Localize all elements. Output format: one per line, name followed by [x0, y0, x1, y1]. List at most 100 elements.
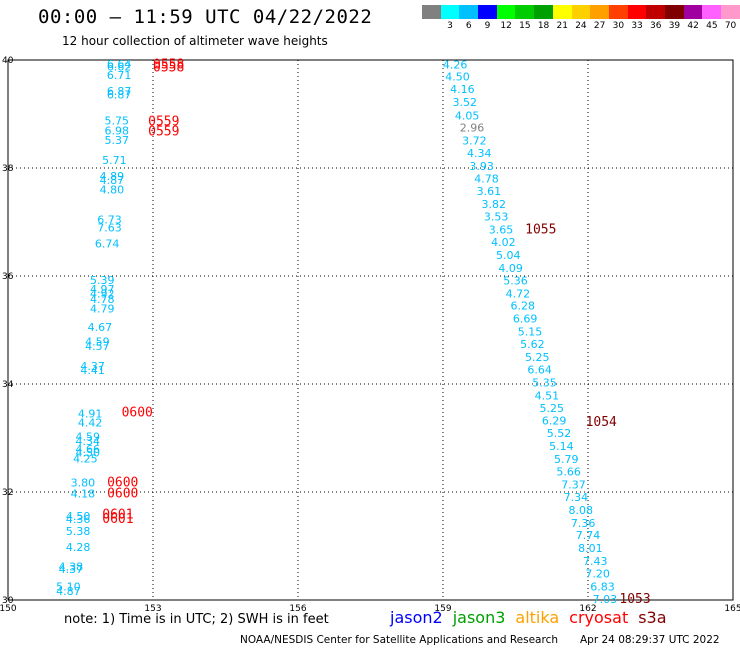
wave-height-value: 4.51 [535, 389, 560, 402]
legend-swatch [571, 5, 591, 19]
wave-height-value: 7.74 [576, 529, 601, 542]
wave-height-value: 6.73 [97, 213, 122, 226]
legend-swatch [590, 5, 609, 19]
wave-height-value: 7.34 [564, 491, 589, 504]
legend-label: 6 [465, 21, 472, 31]
wave-height-value: 6.87 [107, 89, 132, 102]
wave-height-value: 6.69 [513, 313, 538, 326]
wave-height-value: 7.20 [585, 568, 610, 581]
wave-height-value: 5.79 [554, 453, 579, 466]
wave-height-value: 5.15 [518, 326, 543, 339]
pass-time-label: 0600 [107, 475, 138, 490]
page-title: 00:00 — 11:59 UTC 04/22/2022 [38, 6, 373, 28]
wave-height-value: 6.64 [107, 58, 132, 71]
footnote: note: 1) Time is in UTC; 2) SWH is in fe… [64, 612, 329, 627]
pass-time-label: 1055 [525, 223, 556, 238]
wave-height-value: 5.38 [66, 525, 91, 538]
legend-label: 18 [537, 21, 550, 31]
wave-height-value: 5.52 [547, 427, 572, 440]
wave-height-value: 6.83 [590, 581, 615, 594]
wave-height-value: 5.35 [532, 376, 557, 389]
wave-height-value: 6.28 [511, 300, 536, 313]
wave-height-value: 4.79 [90, 302, 115, 315]
wave-height-value: 5.14 [549, 440, 574, 453]
legend-swatch [534, 5, 553, 19]
lon-tick-label: 159 [434, 604, 451, 614]
wave-height-value: 6.62 [107, 60, 132, 73]
wave-height-value: 5.66 [556, 465, 581, 478]
pass-time-label: 1054 [586, 415, 617, 430]
wave-height-value: 6.71 [107, 69, 132, 82]
pass-time-label: 0601 [102, 508, 133, 523]
legend-label: 21 [556, 21, 568, 31]
wave-height-value: 4.91 [78, 408, 103, 421]
pass-time-label: 0558 [153, 57, 184, 72]
wave-height-value: 4.87 [100, 174, 125, 187]
wave-height-value: 6.98 [105, 125, 130, 138]
pass-time-label: 0558 [153, 61, 184, 76]
mission-jason2: jason2 [390, 608, 443, 627]
wave-height-value: 7.03 [593, 593, 618, 606]
wave-height-value: 3.65 [489, 224, 514, 237]
wave-height-value: 4.66 [76, 443, 101, 456]
wave-height-value: 4.16 [450, 83, 475, 96]
wave-height-value: 4.50 [445, 71, 470, 84]
wave-height-value: 4.34 [76, 435, 101, 448]
color-legend [422, 5, 740, 19]
lon-tick-label: 165 [724, 604, 740, 614]
wave-height-value: 4.02 [491, 236, 516, 249]
wave-height-value: 4.50 [76, 447, 101, 460]
legend-label: 15 [519, 21, 531, 31]
wave-height-value: 5.25 [540, 402, 565, 415]
pass-time-label: 0600 [107, 487, 138, 502]
wave-height-value: 3.52 [453, 96, 478, 109]
legend-swatch [721, 5, 740, 19]
wave-height-value: 5.75 [105, 114, 130, 127]
wave-height-value: 3.72 [462, 134, 487, 147]
pass-time-label: 0559 [148, 124, 179, 139]
lon-tick-label: 153 [144, 604, 161, 614]
wave-height-value: 5.39 [90, 274, 115, 287]
wave-height-value: 4.80 [100, 184, 125, 197]
wave-height-value: 4.34 [467, 147, 492, 160]
wave-height-value: 4.42 [78, 416, 103, 429]
wave-height-value: 4.78 [474, 172, 499, 185]
legend-swatch [496, 5, 516, 19]
wave-height-value: 4.41 [80, 364, 105, 377]
legend-label: 39 [668, 21, 681, 31]
wave-height-value: 7.37 [561, 478, 586, 491]
wave-height-value: 4.78 [90, 293, 115, 306]
legend-swatch [702, 5, 721, 19]
wave-height-value: 6.64 [527, 363, 552, 376]
legend-label: 27 [593, 21, 606, 31]
credit-text: NOAA/NESDIS Center for Satellite Applica… [240, 634, 558, 646]
legend-label: 30 [612, 21, 625, 31]
wave-height-value: 7.36 [571, 517, 596, 530]
lon-tick-label: 162 [579, 604, 596, 614]
legend-label: 45 [706, 21, 718, 31]
wave-height-value: 4.26 [443, 58, 468, 71]
lon-tick-label: 156 [289, 604, 306, 614]
wave-height-value: 6.87 [107, 85, 132, 98]
wave-height-value: 3.80 [71, 476, 96, 489]
legend-label: 36 [650, 21, 662, 31]
legend-swatch [627, 5, 647, 19]
lat-tick-label: 30 [2, 596, 14, 606]
wave-height-value: 2.96 [460, 122, 485, 135]
pass-time-label: 0601 [102, 512, 133, 527]
legend-swatch [515, 5, 535, 19]
wave-height-value: 4.38 [59, 561, 84, 574]
legend-label: 33 [631, 21, 643, 31]
wave-height-value: 4.72 [506, 287, 531, 300]
legend-swatch [608, 5, 628, 19]
wave-height-value: 4.89 [100, 170, 125, 183]
legend-swatch [664, 5, 684, 19]
lat-tick-label: 34 [2, 380, 14, 390]
wave-height-value: 3.61 [477, 185, 502, 198]
legend-swatch [440, 5, 460, 19]
wave-height-value: 4.25 [73, 453, 98, 466]
legend-swatch [422, 5, 441, 19]
wave-height-value: 5.71 [102, 154, 127, 167]
wave-height-value: 7.43 [583, 555, 608, 568]
